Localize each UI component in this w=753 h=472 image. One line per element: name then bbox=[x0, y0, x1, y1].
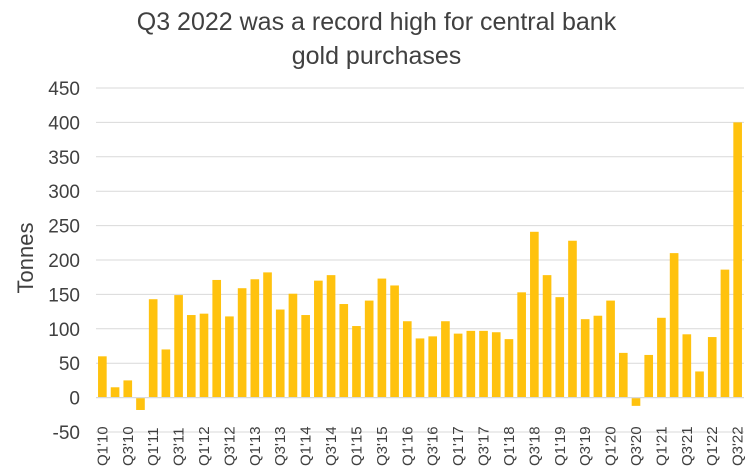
bar bbox=[517, 292, 526, 398]
bar bbox=[212, 279, 222, 398]
bar bbox=[377, 278, 387, 398]
bar bbox=[479, 330, 488, 398]
bar bbox=[733, 122, 742, 398]
y-tick-label: 100 bbox=[48, 320, 80, 341]
x-tick-label: Q3'11 bbox=[171, 428, 188, 466]
bar bbox=[225, 316, 234, 398]
bar bbox=[186, 315, 196, 398]
bar bbox=[542, 275, 552, 398]
chart-title-line-1: Q3 2022 was a record high for central ba… bbox=[136, 8, 617, 36]
bar bbox=[301, 315, 310, 398]
bar bbox=[657, 317, 666, 398]
bar bbox=[466, 330, 476, 398]
bar bbox=[606, 300, 615, 398]
y-tick-label: 250 bbox=[48, 217, 80, 238]
x-tick-label: Q3'21 bbox=[679, 426, 696, 466]
bar bbox=[580, 319, 590, 398]
x-tick-label: Q1'13 bbox=[247, 426, 264, 466]
x-tick-label: Q3'19 bbox=[577, 426, 594, 466]
bar bbox=[98, 356, 107, 398]
x-tick-label: Q1'18 bbox=[501, 426, 518, 466]
bar bbox=[110, 387, 120, 398]
bar bbox=[530, 231, 539, 398]
x-tick-label: Q1'14 bbox=[298, 426, 315, 466]
y-tick-label: 50 bbox=[59, 354, 80, 375]
bar bbox=[491, 332, 501, 398]
bar bbox=[199, 313, 209, 398]
bar bbox=[707, 337, 717, 398]
bar bbox=[428, 336, 438, 398]
bar bbox=[161, 349, 171, 398]
bar bbox=[555, 297, 565, 398]
x-tick-label: Q3'22 bbox=[730, 426, 747, 466]
bar bbox=[644, 354, 654, 398]
y-tick-label: 150 bbox=[48, 285, 80, 306]
bar bbox=[669, 253, 679, 398]
x-tick-label: Q1'11 bbox=[145, 428, 162, 466]
bar bbox=[288, 293, 298, 398]
chart-title-line-2: gold purchases bbox=[291, 42, 462, 70]
bar bbox=[441, 321, 450, 398]
y-axis-label: Tonnes bbox=[13, 223, 38, 294]
bar bbox=[618, 352, 628, 398]
bar bbox=[326, 275, 336, 398]
x-tick-label: Q3'14 bbox=[323, 426, 340, 466]
bar bbox=[631, 397, 641, 406]
x-tick-label: Q1'22 bbox=[704, 426, 721, 466]
bar bbox=[263, 272, 272, 398]
x-tick-label: Q1'17 bbox=[450, 426, 467, 466]
bar bbox=[453, 333, 463, 398]
x-tick-label: Q3'13 bbox=[272, 426, 289, 466]
y-tick-label: 0 bbox=[69, 389, 80, 410]
bar bbox=[339, 304, 349, 398]
bar bbox=[237, 288, 247, 398]
x-tick-label: Q1'15 bbox=[348, 426, 365, 466]
x-tick-label: Q3'20 bbox=[628, 426, 645, 466]
x-tick-label: Q3'18 bbox=[526, 426, 543, 466]
x-tick-label: Q1'12 bbox=[196, 426, 213, 466]
y-tick-label: 400 bbox=[48, 113, 80, 134]
bar bbox=[148, 299, 158, 398]
bar bbox=[275, 309, 285, 398]
x-tick-label: Q1'21 bbox=[653, 426, 670, 466]
x-tick-label: Q3'17 bbox=[476, 426, 493, 466]
bar bbox=[123, 380, 133, 398]
x-tick-label: Q3'15 bbox=[374, 426, 391, 466]
bar bbox=[415, 338, 425, 398]
bar bbox=[314, 280, 323, 398]
y-tick-label: 450 bbox=[48, 79, 80, 100]
bar bbox=[682, 334, 692, 398]
bar bbox=[390, 285, 399, 398]
y-tick-label: -50 bbox=[53, 423, 80, 444]
x-tick-label: Q1'16 bbox=[399, 426, 416, 466]
bar bbox=[402, 321, 412, 398]
bar bbox=[136, 397, 145, 410]
y-tick-label: 300 bbox=[48, 182, 80, 203]
bar bbox=[695, 371, 704, 398]
bar bbox=[593, 315, 603, 398]
bar bbox=[174, 295, 183, 398]
bar bbox=[504, 339, 514, 398]
x-tick-label: Q3'16 bbox=[425, 426, 442, 466]
y-tick-label: 200 bbox=[48, 251, 80, 272]
bar bbox=[720, 269, 730, 398]
bar bbox=[352, 326, 361, 398]
bar bbox=[568, 240, 577, 398]
x-tick-label: Q3'10 bbox=[120, 426, 137, 466]
y-tick-label: 350 bbox=[48, 148, 80, 169]
x-tick-label: Q3'12 bbox=[221, 426, 238, 466]
x-tick-label: Q1'10 bbox=[94, 426, 111, 466]
bar bbox=[250, 279, 260, 398]
x-tick-label: Q1'20 bbox=[603, 426, 620, 466]
bar bbox=[364, 300, 374, 398]
x-tick-label: Q1'19 bbox=[552, 426, 569, 466]
